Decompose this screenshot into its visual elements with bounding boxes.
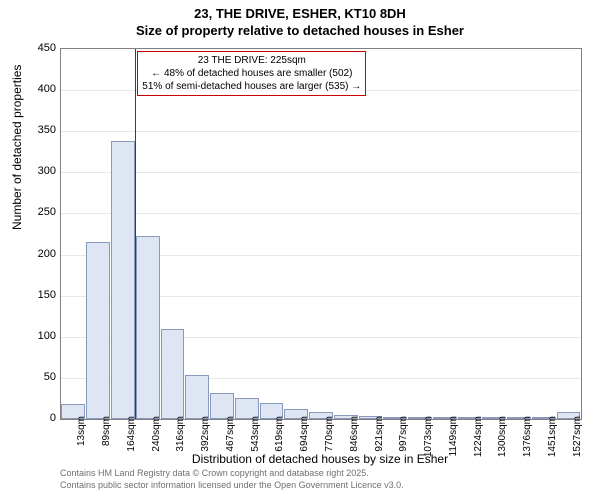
y-tick-label: 200: [16, 248, 56, 260]
x-tick-label: 316sqm: [175, 416, 186, 456]
footer-text: Contains HM Land Registry data © Crown c…: [60, 468, 404, 491]
histogram-bar: [86, 242, 110, 419]
x-tick-label: 89sqm: [101, 416, 112, 456]
x-tick-label: 164sqm: [126, 416, 137, 456]
y-tick-label: 350: [16, 124, 56, 136]
x-tick-label: 1451sqm: [547, 416, 558, 456]
x-tick-label: 543sqm: [250, 416, 261, 456]
annotation-line: 51% of semi-detached houses are larger (…: [142, 80, 361, 93]
x-tick-label: 694sqm: [299, 416, 310, 456]
gridline: [61, 131, 581, 132]
y-tick-label: 400: [16, 83, 56, 95]
x-tick-label: 997sqm: [398, 416, 409, 456]
histogram-bar: [185, 375, 209, 419]
annotation-line: 23 THE DRIVE: 225sqm: [142, 54, 361, 67]
plot-area: 23 THE DRIVE: 225sqm← 48% of detached ho…: [60, 48, 582, 420]
histogram-bar: [136, 236, 160, 419]
x-tick-label: 921sqm: [374, 416, 385, 456]
histogram-bar: [111, 141, 135, 419]
annotation-box: 23 THE DRIVE: 225sqm← 48% of detached ho…: [137, 51, 366, 96]
y-tick-label: 150: [16, 289, 56, 301]
x-tick-label: 846sqm: [349, 416, 360, 456]
chart-title: 23, THE DRIVE, ESHER, KT10 8DH: [0, 0, 600, 21]
x-tick-label: 467sqm: [225, 416, 236, 456]
x-tick-label: 1527sqm: [572, 416, 583, 456]
x-tick-label: 1073sqm: [423, 416, 434, 456]
chart-subtitle: Size of property relative to detached ho…: [0, 21, 600, 38]
y-tick-label: 0: [16, 412, 56, 424]
x-tick-label: 1224sqm: [473, 416, 484, 456]
x-tick-label: 1300sqm: [497, 416, 508, 456]
y-tick-label: 450: [16, 42, 56, 54]
histogram-bar: [161, 329, 185, 419]
y-tick-label: 100: [16, 330, 56, 342]
y-tick-label: 300: [16, 165, 56, 177]
x-tick-label: 770sqm: [324, 416, 335, 456]
footer-line1: Contains HM Land Registry data © Crown c…: [60, 468, 404, 480]
x-tick-label: 1149sqm: [448, 416, 459, 456]
gridline: [61, 172, 581, 173]
x-tick-label: 13sqm: [76, 416, 87, 456]
x-tick-label: 392sqm: [200, 416, 211, 456]
footer-line2: Contains public sector information licen…: [60, 480, 404, 492]
y-tick-label: 50: [16, 371, 56, 383]
x-tick-label: 240sqm: [151, 416, 162, 456]
x-tick-label: 1376sqm: [522, 416, 533, 456]
x-tick-label: 619sqm: [274, 416, 285, 456]
y-tick-label: 250: [16, 206, 56, 218]
gridline: [61, 213, 581, 214]
marker-line: [135, 49, 136, 419]
annotation-line: ← 48% of detached houses are smaller (50…: [142, 67, 361, 80]
